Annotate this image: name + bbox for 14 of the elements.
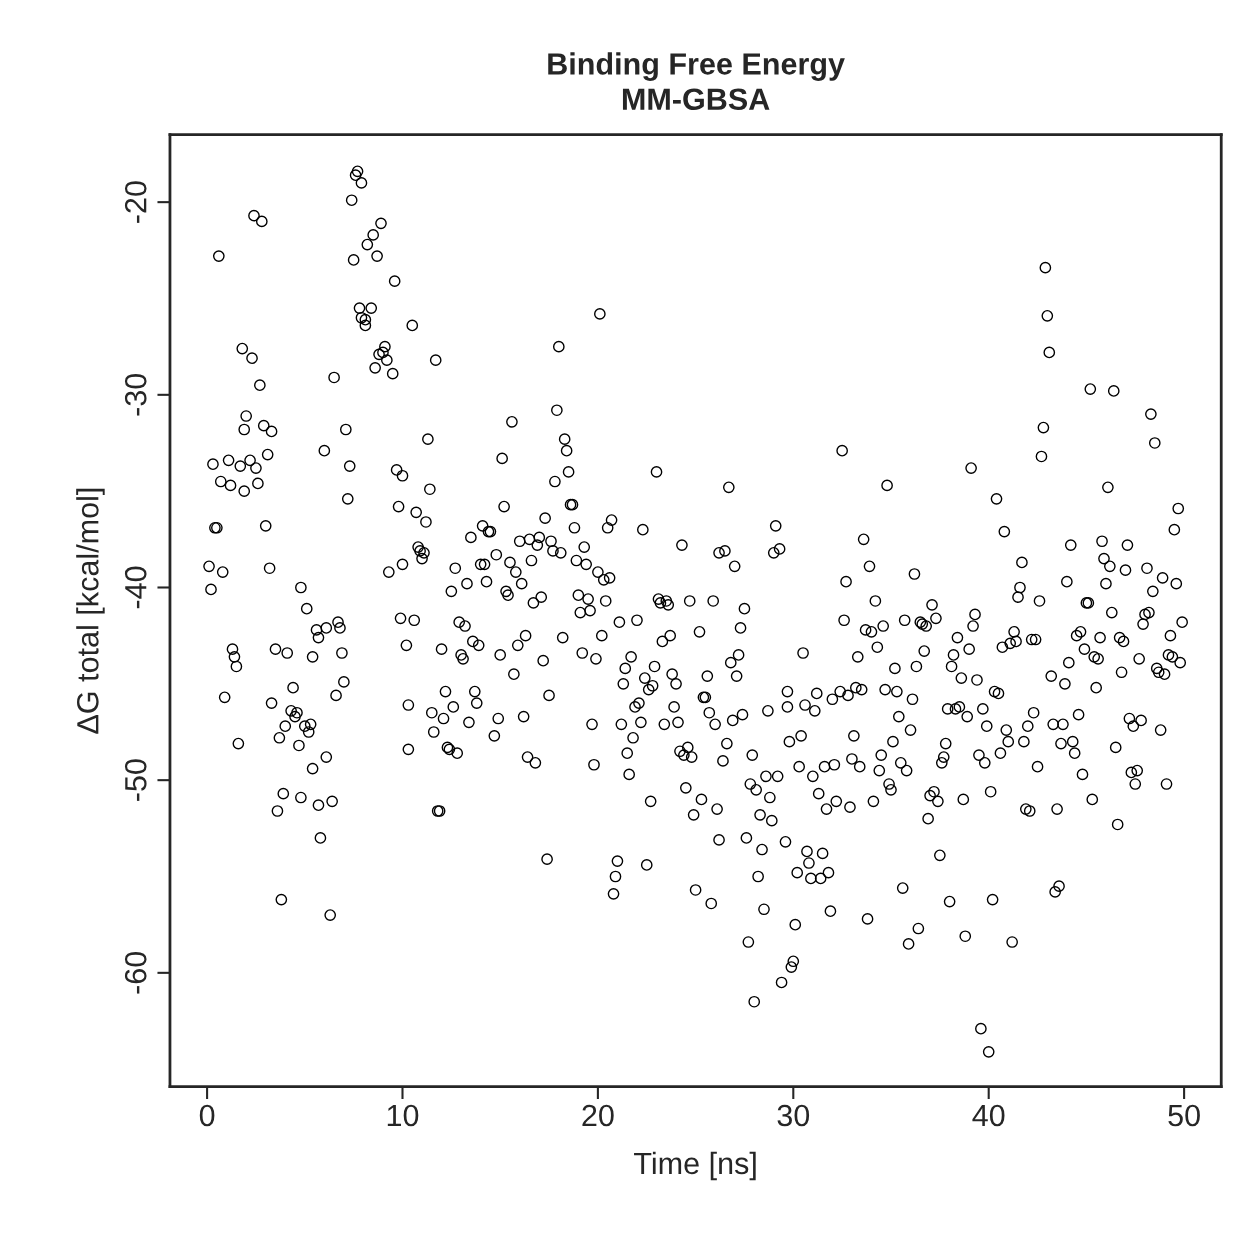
y-tick-label: -50 (124, 759, 147, 801)
y-tick-label: -20 (124, 181, 147, 223)
x-tick-label: 30 (777, 1104, 810, 1127)
chart-title: Binding Free Energy MM-GBSA (548, 52, 845, 111)
x-tick-label: 50 (1168, 1104, 1200, 1127)
x-tick-label: 40 (972, 1104, 1005, 1127)
y-axis-title: ΔG total [kcal/mol] (76, 488, 105, 734)
x-tick-label: 20 (582, 1104, 614, 1127)
x-tick-label: 10 (387, 1104, 419, 1127)
y-tick-label: -60 (124, 951, 147, 994)
y-tick-label: -40 (124, 566, 147, 609)
x-tick-label: 0 (199, 1104, 215, 1127)
x-axis-title: Time [ns] (634, 1151, 756, 1181)
y-tick-label: -30 (124, 373, 147, 416)
